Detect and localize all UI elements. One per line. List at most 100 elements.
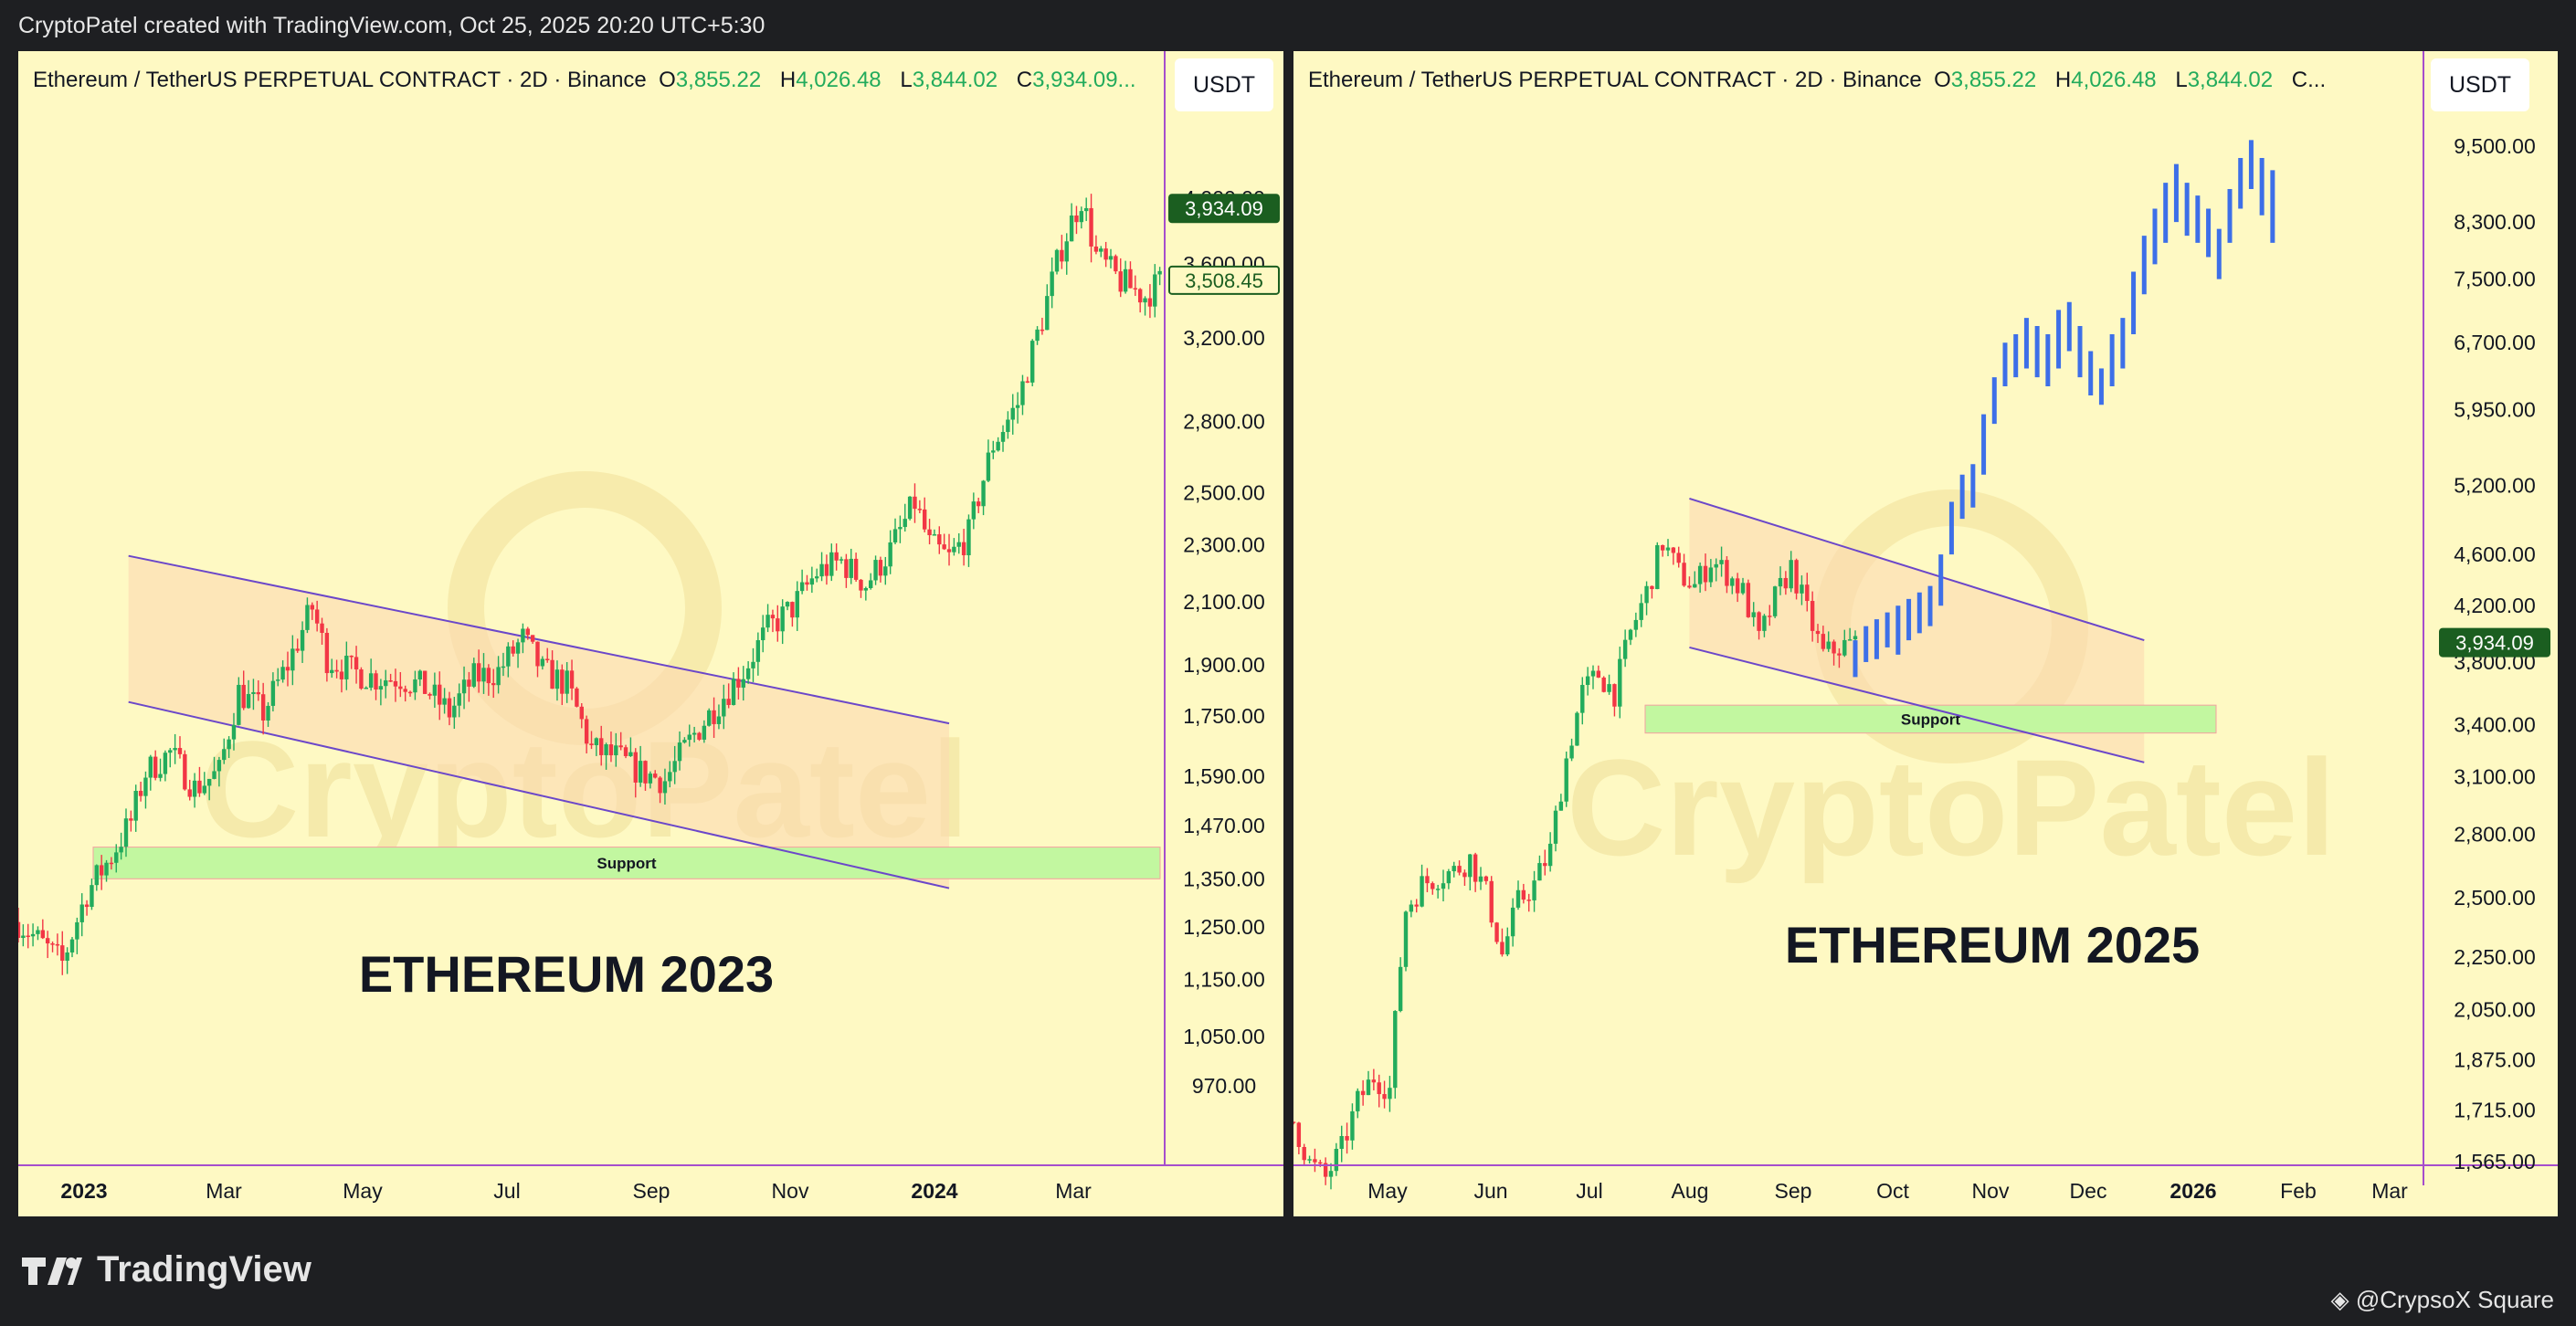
candle-body xyxy=(237,684,241,725)
candle-body xyxy=(1425,876,1430,884)
candle-body xyxy=(50,943,55,945)
candle-body xyxy=(177,748,183,754)
candle-body xyxy=(937,534,942,545)
x-tick-label: May xyxy=(343,1179,383,1203)
candle-body xyxy=(1532,880,1536,900)
candle-body xyxy=(359,669,364,689)
footer-credit: ◈ @CrypsoX Square xyxy=(2331,1286,2554,1314)
candle-body xyxy=(246,693,251,709)
candle-body xyxy=(1133,288,1138,290)
candle-body xyxy=(981,480,986,507)
candle-body xyxy=(736,679,741,688)
candle-body xyxy=(966,519,971,556)
candle-body xyxy=(956,542,961,547)
candle-body xyxy=(1473,854,1478,882)
candle-body xyxy=(158,774,163,778)
candle-body xyxy=(300,629,305,651)
y-tick-label: 970.00 xyxy=(1192,1074,1256,1098)
candle-body xyxy=(18,921,21,939)
candle-body xyxy=(330,669,334,674)
footer-credit-text: @CrypsoX Square xyxy=(2355,1286,2554,1313)
candle-body xyxy=(1020,381,1025,405)
price-label: 3,934.09 xyxy=(2455,632,2534,655)
candle-body xyxy=(1356,1090,1360,1111)
x-tick-label: Mar xyxy=(2371,1179,2408,1203)
chart-panel-2025[interactable]: CryptoPatel Support ETHEREUM 2025 9,500.00 8… xyxy=(1293,51,2558,1216)
candle-body xyxy=(575,688,579,707)
candle-body xyxy=(227,739,231,750)
candle-body xyxy=(1521,889,1526,900)
candle-body xyxy=(1590,670,1596,677)
candle-body xyxy=(75,921,79,940)
candle-body xyxy=(496,667,501,686)
candle-body xyxy=(1751,612,1756,617)
y-tick-label: 4,200.00 xyxy=(2454,594,2536,617)
candle-body xyxy=(148,756,153,778)
candle-body xyxy=(1585,676,1590,686)
candle-body xyxy=(173,748,177,751)
support-zone xyxy=(92,847,1161,879)
candle-body xyxy=(1409,904,1414,912)
price-label: 3,934.09 xyxy=(1185,197,1263,220)
ohlc-low: 3,844.02 xyxy=(912,68,998,92)
y-tick-label: 3,400.00 xyxy=(2454,713,2536,737)
candle-body xyxy=(1393,1011,1398,1089)
candle-body xyxy=(344,655,349,679)
candle-body xyxy=(192,780,197,797)
candle-body xyxy=(819,563,824,577)
tradingview-logo[interactable]: TradingView xyxy=(20,1249,311,1290)
candle-body xyxy=(183,753,187,790)
candle-body xyxy=(1580,685,1585,713)
candle-body xyxy=(579,706,584,720)
candle-body xyxy=(1671,547,1676,553)
candle-body xyxy=(364,687,368,689)
candle-body xyxy=(946,549,952,552)
candle-body xyxy=(628,752,633,756)
candle-body xyxy=(815,576,819,579)
candle-body xyxy=(1069,215,1074,242)
candle-body xyxy=(883,566,888,576)
candle-body xyxy=(251,691,256,694)
candle-body xyxy=(438,684,442,705)
candle-body xyxy=(1468,854,1473,878)
candle-body xyxy=(1607,684,1611,692)
candle-body xyxy=(1772,586,1778,616)
channel-fill xyxy=(128,555,950,889)
candle-body xyxy=(1323,1163,1328,1177)
x-tick-label: May xyxy=(1367,1179,1408,1203)
channel-lower-line xyxy=(1689,646,2145,763)
candle-body xyxy=(324,632,330,674)
x-tick-label: Nov xyxy=(772,1179,809,1203)
candle-body xyxy=(481,668,486,682)
candle-body xyxy=(1537,863,1542,881)
candle-body xyxy=(521,628,525,643)
candle-body xyxy=(197,780,202,794)
candle-body xyxy=(545,658,550,660)
candle-body xyxy=(932,534,937,536)
candle-body xyxy=(623,747,628,756)
candle-body xyxy=(961,542,966,556)
candle-body xyxy=(971,501,977,520)
candle-body xyxy=(467,679,471,687)
candle-body xyxy=(780,606,785,632)
candle-body xyxy=(486,668,491,684)
candle-body xyxy=(1660,544,1665,551)
candle-body xyxy=(790,602,795,618)
candle-body xyxy=(844,559,849,578)
candle-body xyxy=(432,684,438,696)
candle-body xyxy=(187,789,192,797)
currency-button[interactable]: USDT xyxy=(1175,58,1273,111)
y-tick-label: 7,500.00 xyxy=(2454,268,2536,291)
ohlc-close: 3,934.09... xyxy=(1032,68,1136,92)
candle-body xyxy=(447,698,452,718)
candle-body xyxy=(530,635,535,642)
candle-body xyxy=(285,667,290,671)
candle-body xyxy=(765,615,770,628)
symbol-header: Ethereum / TetherUS PERPETUAL CONTRACT ·… xyxy=(1308,68,2327,92)
candle-body xyxy=(1644,585,1649,604)
candle-body xyxy=(697,732,702,740)
currency-button[interactable]: USDT xyxy=(2431,58,2529,111)
